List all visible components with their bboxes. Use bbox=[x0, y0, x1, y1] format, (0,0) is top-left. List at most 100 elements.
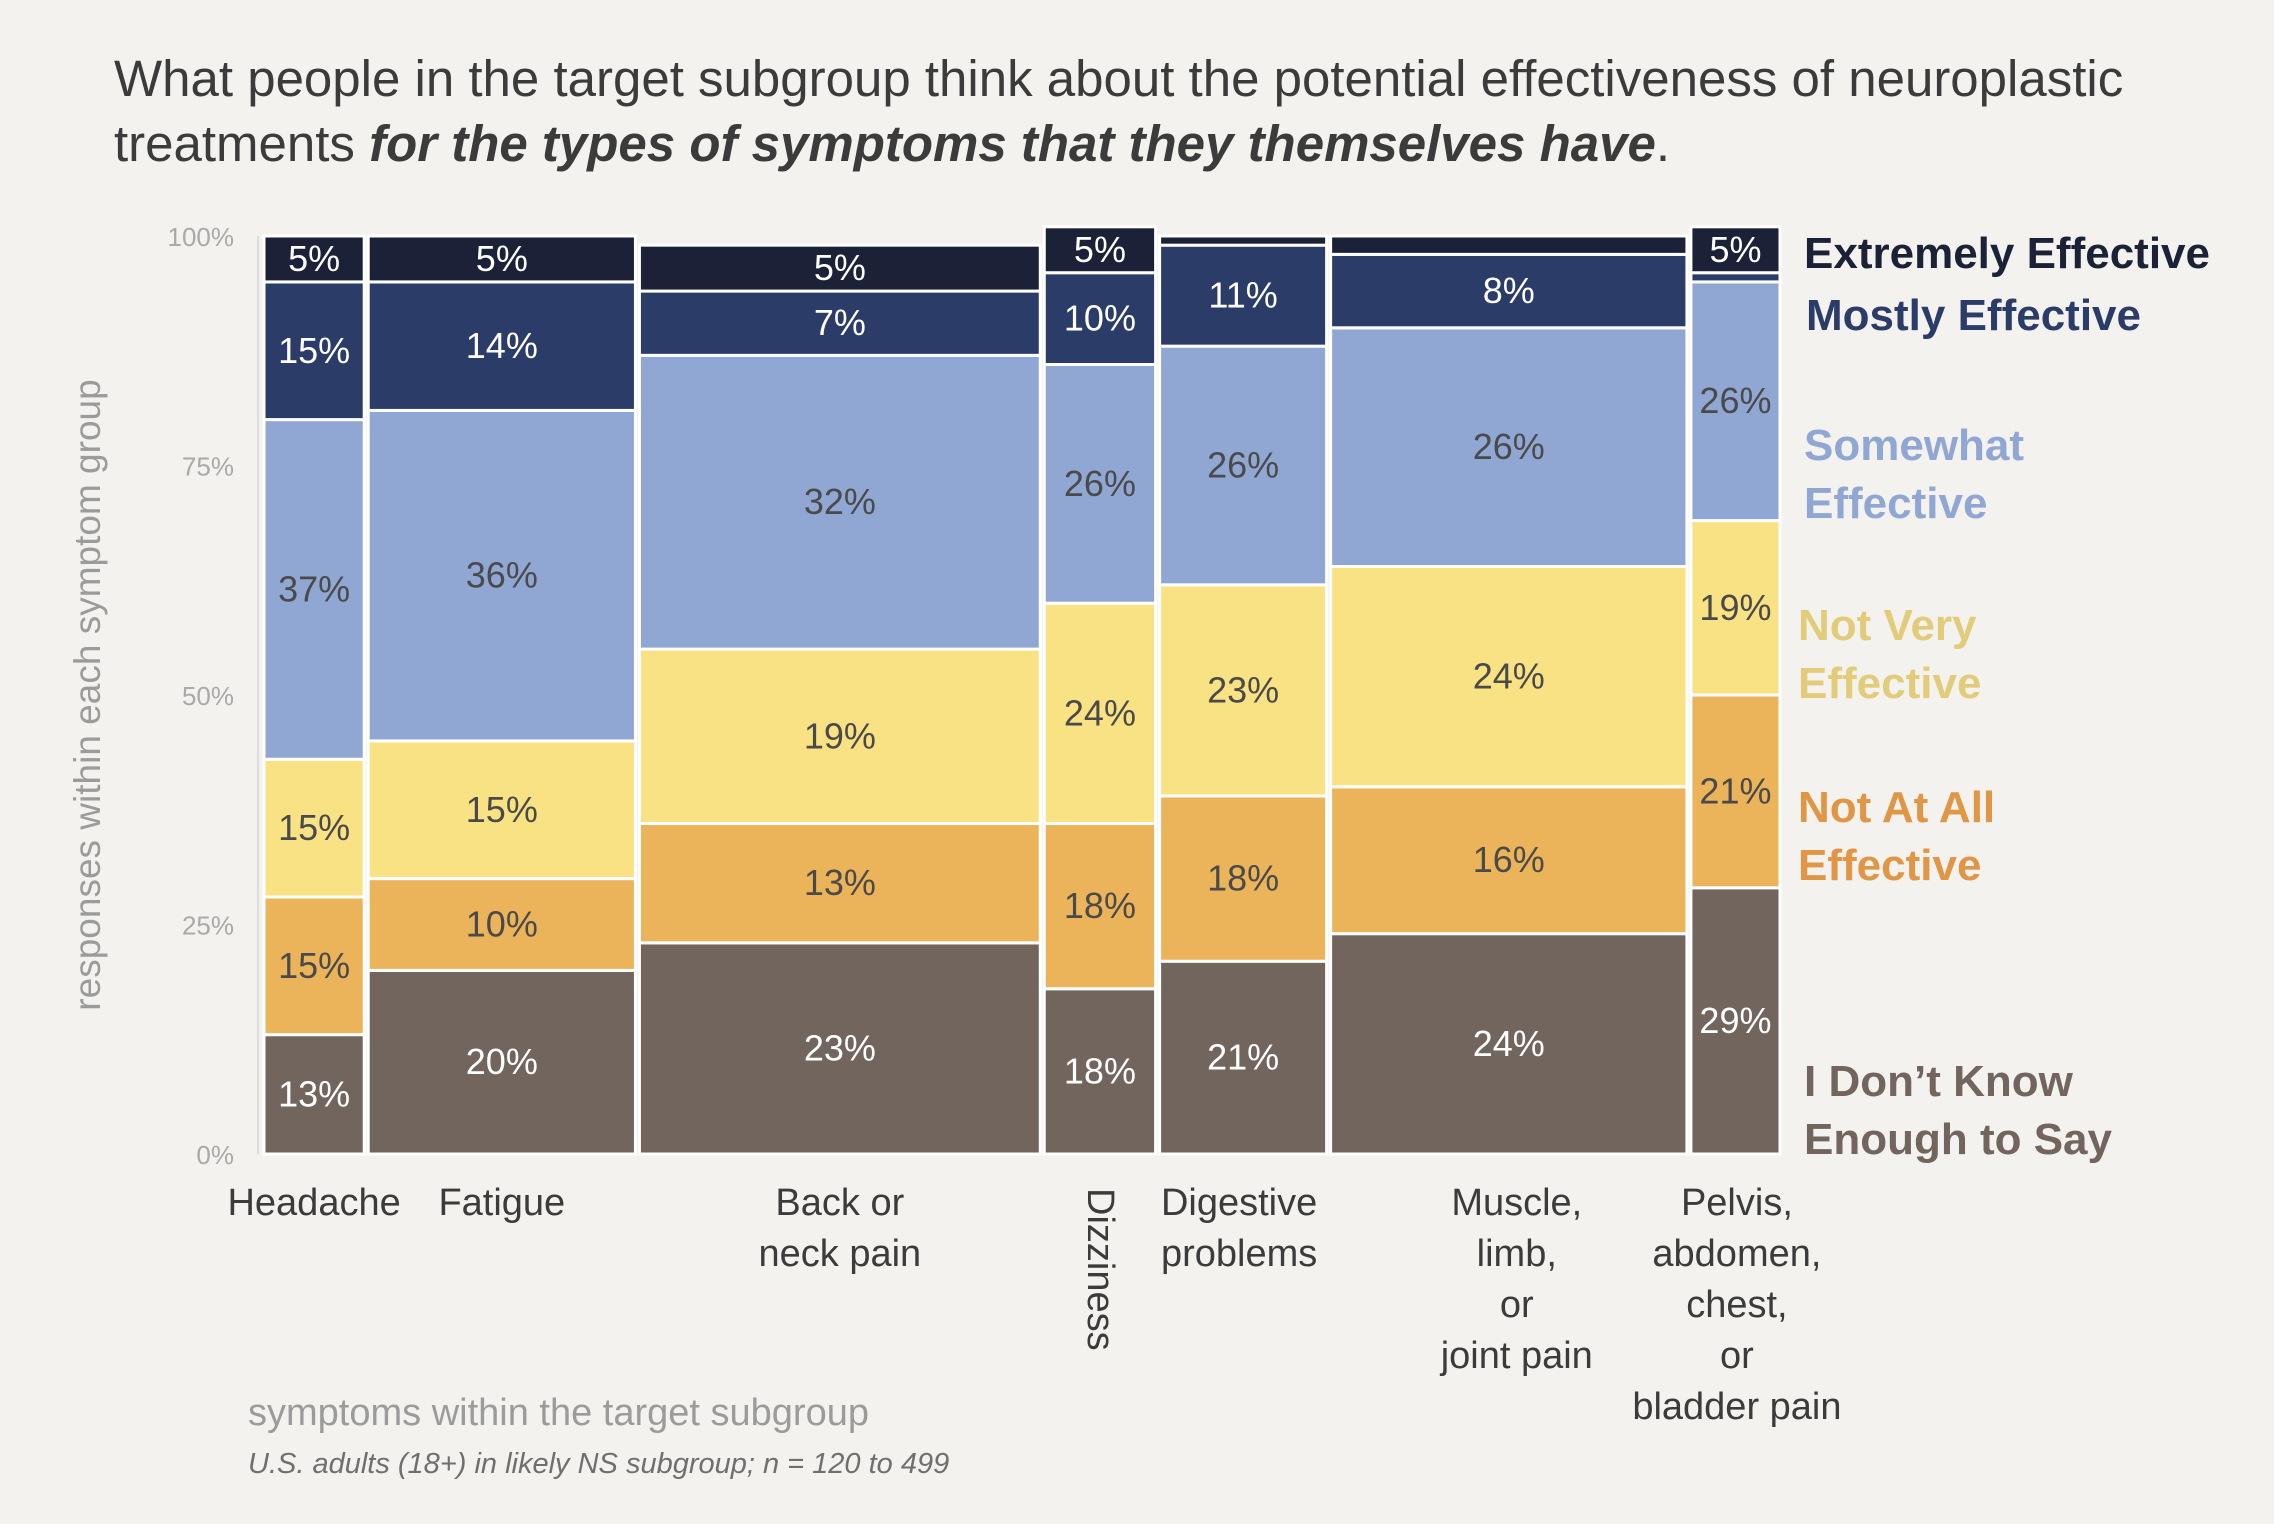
chart-title: What people in the target subgroup think… bbox=[114, 46, 2214, 176]
segment-label: 26% bbox=[1699, 380, 1771, 421]
x-tick-label: Digestive problems bbox=[1161, 1182, 1317, 1275]
segment-somewhat bbox=[1329, 326, 1689, 568]
segment-label: 8% bbox=[1483, 270, 1535, 311]
segment-label: 5% bbox=[1709, 229, 1761, 270]
segment-label: 19% bbox=[804, 715, 876, 756]
x-tick-label: Pelvis, abdomen, chest, or bladder pain bbox=[1632, 1182, 1841, 1428]
segment-not_at_all bbox=[637, 822, 1042, 945]
segment-mostly bbox=[1158, 243, 1329, 348]
segment-somewhat bbox=[1689, 280, 1782, 523]
segment-not_at_all bbox=[1158, 794, 1329, 963]
segment-extremely bbox=[262, 234, 366, 284]
segment-label: 18% bbox=[1207, 858, 1279, 899]
segment-label: 14% bbox=[466, 325, 538, 366]
y-tick-label: 0% bbox=[196, 1140, 234, 1170]
segment-extremely bbox=[1689, 225, 1782, 275]
segment-label: 26% bbox=[1207, 445, 1279, 486]
segment-label: 29% bbox=[1699, 1000, 1771, 1041]
segment-label: 5% bbox=[814, 247, 866, 288]
bars-group bbox=[262, 225, 1782, 1156]
segment-extremely bbox=[1042, 225, 1158, 275]
segment-dont_know bbox=[366, 968, 637, 1156]
x-tick-label: Muscle, limb, or joint pain bbox=[1440, 1182, 1593, 1377]
segment-not_very bbox=[637, 647, 1042, 826]
segment-dont_know bbox=[1042, 987, 1158, 1156]
legend-not_at_all: Not At All Effective bbox=[1798, 783, 1995, 890]
segment-mostly bbox=[262, 280, 366, 422]
y-axis-title: responses within each symptom group bbox=[67, 379, 108, 1010]
segment-label: 10% bbox=[466, 904, 538, 945]
x-axis-title: symptoms within the target subgroup bbox=[248, 1392, 869, 1434]
y-tick-label: 25% bbox=[182, 911, 234, 941]
segment-label: 26% bbox=[1064, 463, 1136, 504]
segment-label: 19% bbox=[1699, 587, 1771, 628]
segment-label: 15% bbox=[466, 789, 538, 830]
segment-mostly bbox=[1329, 252, 1689, 330]
segment-somewhat bbox=[1042, 363, 1158, 605]
segment-label: 5% bbox=[288, 238, 340, 279]
segment-not_very bbox=[1329, 564, 1689, 789]
legend-extremely: Extremely Effective bbox=[1804, 229, 2210, 278]
segment-label: 10% bbox=[1064, 298, 1136, 339]
segment-label: 13% bbox=[804, 862, 876, 903]
segment-not_very bbox=[1158, 583, 1329, 798]
legend: Extremely Effective Mostly Effective Somew… bbox=[1798, 229, 2210, 1164]
segment-dont_know bbox=[262, 1033, 366, 1156]
x-tick-label: Fatigue bbox=[438, 1182, 565, 1224]
segment-extremely bbox=[637, 243, 1042, 293]
segment-label: 18% bbox=[1064, 885, 1136, 926]
legend-not_very: Not Very Effective bbox=[1798, 601, 1981, 708]
segment-label: 11% bbox=[1208, 275, 1277, 316]
segment-label: 23% bbox=[1207, 669, 1279, 710]
source-note: U.S. adults (18+) in likely NS subgroup;… bbox=[248, 1448, 950, 1480]
segment-label: 21% bbox=[1207, 1037, 1279, 1078]
x-tick-label: Headache bbox=[227, 1182, 400, 1224]
segment-label: 15% bbox=[278, 945, 350, 986]
segment-mostly bbox=[1042, 271, 1158, 367]
x-axis: Headache Fatigue Back or neck pain Dizziness… bbox=[227, 1182, 1841, 1428]
segment-not_very bbox=[366, 739, 637, 881]
segment-label: 5% bbox=[476, 238, 528, 279]
segment-label: 13% bbox=[278, 1073, 350, 1114]
y-tick-label: 75% bbox=[182, 452, 234, 482]
segment-somewhat bbox=[262, 418, 366, 761]
segment-not_at_all bbox=[1042, 822, 1158, 991]
title-emphasis: for the types of symptoms that they them… bbox=[369, 115, 1656, 172]
segment-dont_know bbox=[1329, 932, 1689, 1156]
segment-label: 15% bbox=[278, 807, 350, 848]
segment-mostly bbox=[366, 280, 637, 412]
segment-dont_know bbox=[637, 941, 1042, 1156]
segment-label: 5% bbox=[1074, 229, 1126, 270]
y-tick-label: 50% bbox=[182, 681, 234, 711]
segment-label: 21% bbox=[1699, 770, 1771, 811]
legend-dont_know: I Don’t Know Enough to Say bbox=[1804, 1057, 2113, 1164]
segment-label: 32% bbox=[804, 481, 876, 522]
segment-dont_know bbox=[1158, 959, 1329, 1156]
segment-label: 23% bbox=[804, 1027, 876, 1068]
segment-label: 20% bbox=[466, 1041, 538, 1082]
segment-somewhat bbox=[366, 408, 637, 743]
segment-label: 18% bbox=[1064, 1050, 1136, 1091]
segment-label: 37% bbox=[278, 568, 350, 609]
title-text: What people in the target subgroup think… bbox=[114, 50, 2124, 172]
segment-label: 7% bbox=[814, 302, 866, 343]
segment-extremely bbox=[1329, 234, 1689, 256]
segment-extremely bbox=[1158, 234, 1329, 247]
x-tick-label: Back or neck pain bbox=[759, 1182, 922, 1275]
y-axis: 0% 25% 50% 75% 100% responses within each sym… bbox=[67, 222, 259, 1170]
segment-not_very bbox=[1042, 601, 1158, 826]
legend-somewhat: Somewhat Effective bbox=[1804, 421, 2024, 528]
segment-label: 24% bbox=[1064, 692, 1136, 733]
title-end: . bbox=[1655, 115, 1670, 172]
segment-dont_know bbox=[1689, 886, 1782, 1156]
y-tick-label: 100% bbox=[168, 222, 235, 252]
segment-label: 15% bbox=[278, 330, 350, 371]
segment-not_at_all bbox=[262, 895, 366, 1037]
segment-mostly bbox=[637, 289, 1042, 357]
segment-label: 26% bbox=[1473, 426, 1545, 467]
x-tick-label: Dizziness bbox=[1079, 1188, 1121, 1351]
segment-somewhat bbox=[637, 353, 1042, 651]
segment-extremely bbox=[366, 234, 637, 284]
segment-label: 24% bbox=[1473, 1023, 1545, 1064]
